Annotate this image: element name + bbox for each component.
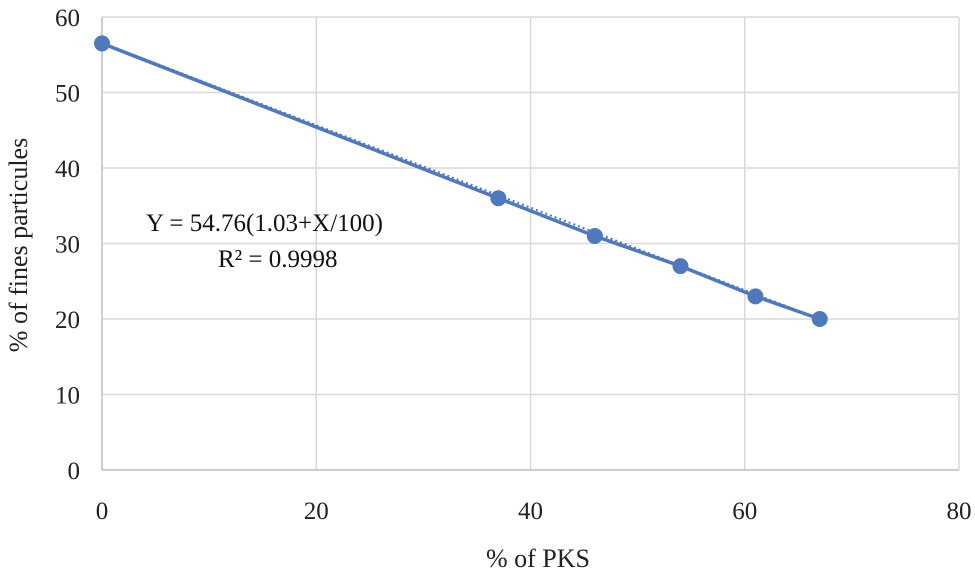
y-tick-label: 40 [55, 156, 80, 183]
y-tick-label: 10 [55, 383, 80, 410]
y-tick-label: 30 [55, 232, 80, 259]
y-axis-title: % of fines particules [4, 138, 33, 352]
x-tick-label: 40 [518, 498, 543, 525]
y-tick-label: 0 [68, 458, 81, 485]
equation-label: Y = 54.76(1.03+X/100) [146, 210, 383, 237]
x-tick-label: 60 [732, 498, 757, 525]
y-tick-label: 20 [55, 307, 80, 334]
data-point [94, 35, 110, 52]
y-tick-label: 60 [55, 5, 80, 32]
series-line [101, 41, 821, 321]
x-tick-label: 0 [96, 498, 109, 525]
r-squared-label: R² = 0.9998 [218, 246, 338, 273]
data-point [747, 288, 764, 305]
x-tick-label: 20 [304, 498, 329, 525]
x-axis-title: % of PKS [486, 544, 590, 573]
y-tick-label: 50 [55, 81, 80, 108]
data-point [586, 227, 603, 244]
data-point [490, 190, 507, 207]
axes [101, 17, 959, 471]
data-point [672, 258, 689, 275]
series-group [94, 35, 828, 327]
tick-labels: 0 20 40 60 80 0 10 20 30 40 50 60 [55, 5, 972, 525]
gridlines [102, 16, 960, 470]
data-point [811, 311, 828, 327]
x-tick-label: 80 [947, 498, 972, 525]
